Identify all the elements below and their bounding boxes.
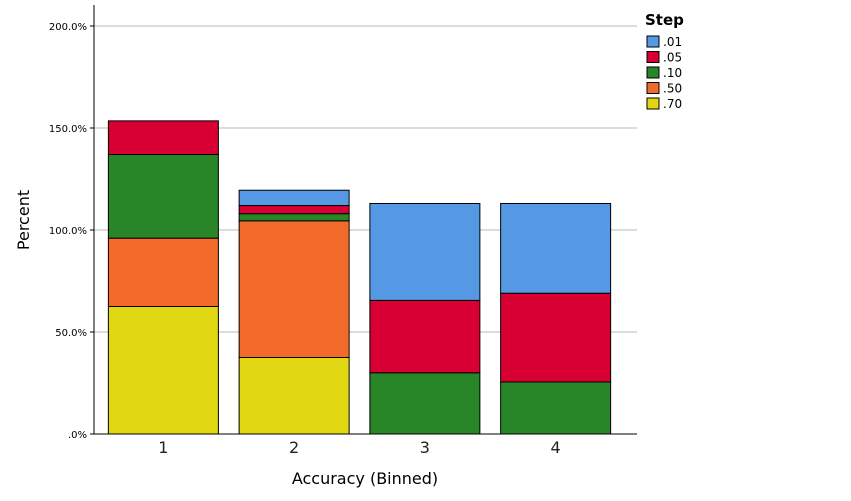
x-tick-label: 1 — [158, 438, 168, 457]
bar-segment-1-p10 — [107, 154, 219, 239]
x-tick-label: 3 — [420, 438, 430, 457]
x-axis-title: Accuracy (Binned) — [292, 469, 438, 488]
legend-label: .50 — [663, 82, 682, 96]
y-tick-label: 200.0% — [49, 22, 87, 33]
y-tick-label: 150.0% — [49, 124, 87, 135]
bar-segment-1-p50 — [107, 237, 219, 307]
legend-label: .70 — [663, 97, 682, 111]
x-tick-labels: 1 2 3 4 — [158, 438, 560, 457]
legend-swatch — [646, 66, 660, 79]
bar-segment-4-p01 — [500, 202, 612, 294]
bar-segment-2-p70 — [238, 357, 350, 435]
legend-label: .01 — [663, 35, 682, 49]
bar-segment-1-p05 — [107, 120, 219, 156]
x-tick-label: 4 — [551, 438, 561, 457]
legend-title: Step — [645, 11, 684, 29]
y-tick-label: 100.0% — [49, 226, 87, 237]
legend: Step .01 .05.10 .50.70 — [645, 11, 684, 111]
legend-swatch — [646, 35, 660, 48]
bar-segment-2-p05 — [238, 205, 350, 215]
bar-segment-4-p10 — [500, 381, 612, 435]
y-tick-label: .0% — [68, 430, 87, 441]
bars — [107, 120, 612, 435]
legend-label: .05 — [663, 51, 682, 65]
legend-swatch — [646, 82, 660, 94]
axes — [90, 5, 637, 435]
bar-segment-1-p70 — [107, 306, 219, 435]
bar-segment-2-p01 — [238, 189, 350, 207]
legend-swatch — [646, 51, 660, 63]
bar-segment-4-p05 — [500, 292, 612, 383]
legend-swatch — [646, 97, 660, 110]
y-tick-labels: .0% 50.0% 100.0% 150.0% 200.0% — [49, 22, 87, 441]
bar-segment-2-p10 — [238, 213, 350, 222]
y-tick-label: 50.0% — [55, 328, 87, 339]
legend-label: .10 — [663, 66, 682, 80]
bar-segment-3-p10 — [369, 372, 481, 435]
y-axis-title: Percent — [14, 190, 33, 250]
x-tick-label: 2 — [289, 438, 299, 457]
bar-segment-3-p05 — [369, 299, 481, 374]
bar-segment-3-p01 — [369, 202, 481, 301]
bar-segment-2-p50 — [238, 220, 350, 358]
